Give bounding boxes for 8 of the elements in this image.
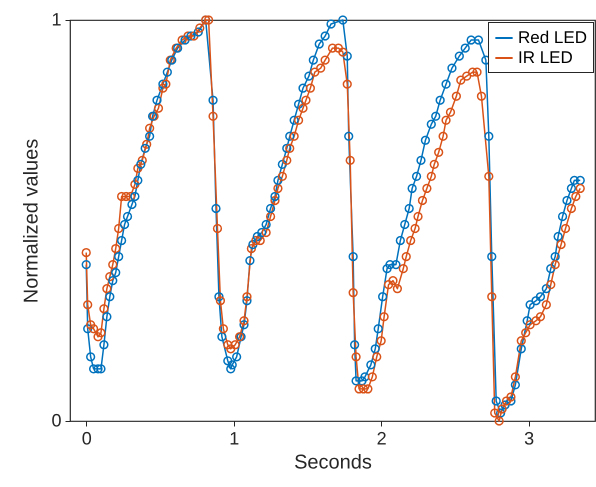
x-tick-label: 2 xyxy=(376,428,387,448)
x-tick-label: 0 xyxy=(82,428,92,448)
legend-label: Red LED xyxy=(518,28,587,47)
y-axis-title: Normalized values xyxy=(20,138,42,304)
x-tick-label: 3 xyxy=(524,428,534,448)
x-tick-label: 1 xyxy=(229,428,240,448)
legend-label: IR LED xyxy=(518,48,573,67)
x-axis-title: Seconds xyxy=(294,452,372,474)
